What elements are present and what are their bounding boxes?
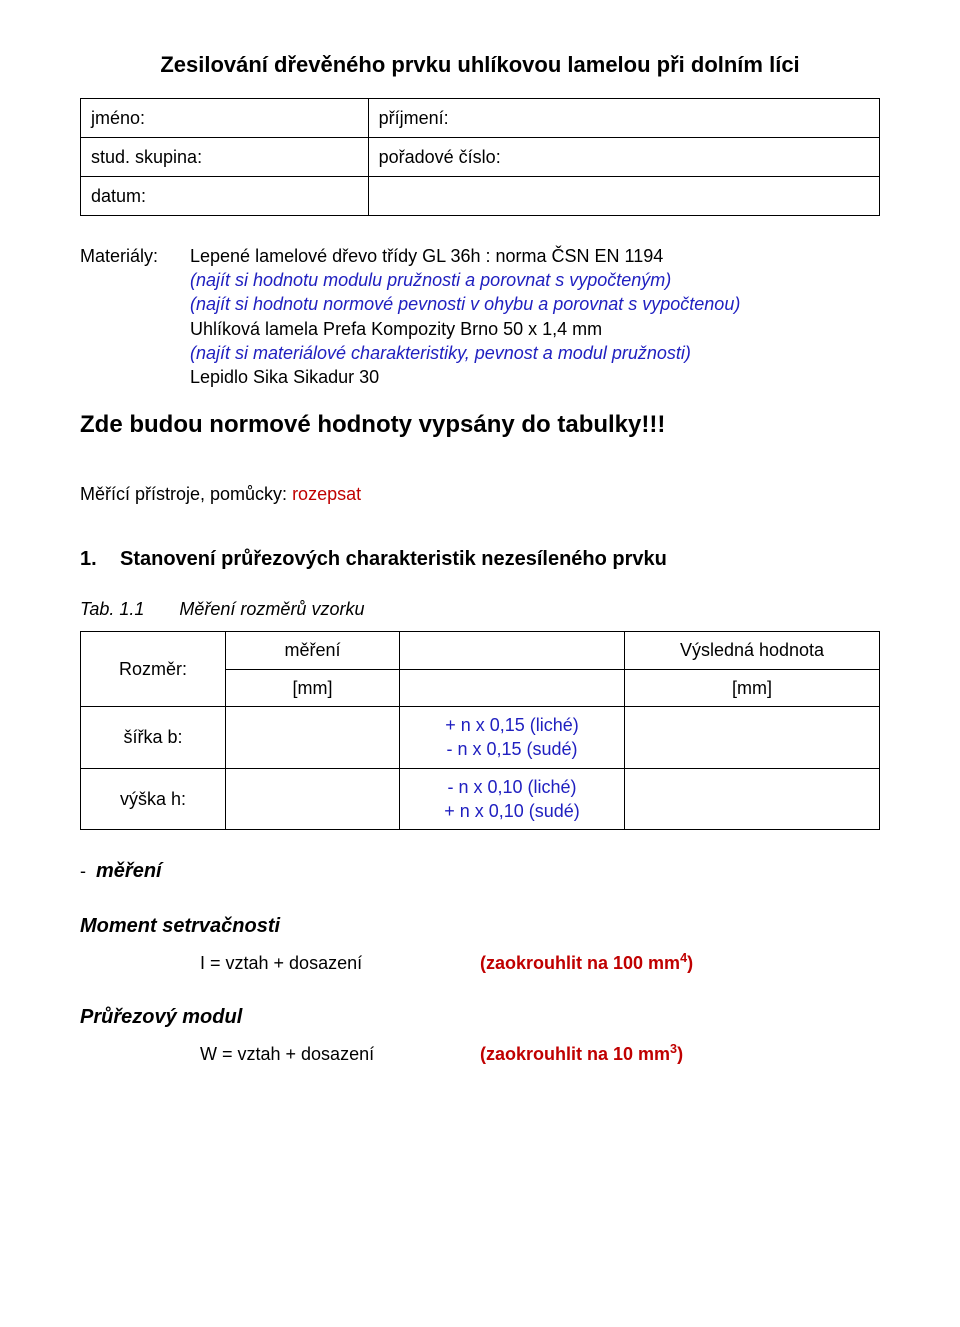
meas-rule: - n x 0,10 (liché) + n x 0,10 (sudé) — [400, 768, 625, 830]
meas-empty — [625, 768, 880, 830]
header-cell-empty — [368, 176, 879, 215]
meas-empty — [400, 669, 625, 706]
meas-rule: + n x 0,15 (liché) - n x 0,15 (sudé) — [400, 707, 625, 769]
modulus-heading: Průřezový modul — [80, 1004, 880, 1031]
bullet-dash: - — [80, 861, 96, 881]
header-cell-prijmeni: příjmení: — [368, 98, 879, 137]
material-note: (najít si hodnotu modulu pružnosti a por… — [190, 268, 880, 292]
header-cell-skupina: stud. skupina: — [81, 137, 369, 176]
header-info-table: jméno: příjmení: stud. skupina: pořadové… — [80, 98, 880, 216]
material-note: (najít si materiálové charakteristiky, p… — [190, 341, 880, 365]
instruments-label: Měřící přístroje, pomůcky: — [80, 484, 292, 504]
section-number: 1. — [80, 546, 120, 573]
section-heading: Stanovení průřezových charakteristik nez… — [120, 546, 667, 573]
header-cell-datum: datum: — [81, 176, 369, 215]
meas-row-label: šířka b: — [81, 707, 226, 769]
material-note: (najít si hodnotu normové pevnosti v ohy… — [190, 292, 880, 316]
meas-header-vysledna: Výsledná hodnota — [625, 632, 880, 669]
meas-rule-line: - n x 0,15 (sudé) — [412, 737, 612, 761]
moment-heading: Moment setrvačnosti — [80, 913, 880, 940]
meas-header-mereni: měření — [226, 632, 400, 669]
meas-empty — [226, 768, 400, 830]
moment-note: (zaokrouhlit na 100 mm4) — [480, 950, 693, 975]
material-line: Lepené lamelové dřevo třídy GL 36h : nor… — [190, 244, 880, 268]
meas-rule-line: + n x 0,10 (sudé) — [412, 799, 612, 823]
instruments-note: rozepsat — [292, 484, 361, 504]
material-line: Lepidlo Sika Sikadur 30 — [190, 365, 880, 389]
meas-rule-line: - n x 0,10 (liché) — [412, 775, 612, 799]
meas-empty — [400, 632, 625, 669]
page-title: Zesilování dřevěného prvku uhlíkovou lam… — [80, 50, 880, 80]
header-cell-poradove: pořadové číslo: — [368, 137, 879, 176]
table-caption-label: Tab. 1.1 — [80, 599, 144, 619]
modulus-note: (zaokrouhlit na 10 mm3) — [480, 1041, 683, 1066]
measurement-table: Rozměr: měření Výsledná hodnota [mm] [mm… — [80, 631, 880, 830]
meas-empty — [625, 707, 880, 769]
moment-formula: I = vztah + dosazení — [80, 951, 480, 975]
header-cell-jmeno: jméno: — [81, 98, 369, 137]
meas-unit: [mm] — [226, 669, 400, 706]
table-caption-text: Měření rozměrů vzorku — [179, 599, 364, 619]
meas-row-label: výška h: — [81, 768, 226, 830]
normative-heading: Zde budou normové hodnoty vypsány do tab… — [80, 409, 880, 441]
meas-header-rozmer: Rozměr: — [81, 632, 226, 707]
material-line: Uhlíková lamela Prefa Kompozity Brno 50 … — [190, 317, 880, 341]
meas-empty — [226, 707, 400, 769]
meas-unit: [mm] — [625, 669, 880, 706]
modulus-formula: W = vztah + dosazení — [80, 1042, 480, 1066]
materials-label: Materiály: — [80, 244, 190, 390]
meas-rule-line: + n x 0,15 (liché) — [412, 713, 612, 737]
bullet-text: měření — [96, 860, 162, 882]
